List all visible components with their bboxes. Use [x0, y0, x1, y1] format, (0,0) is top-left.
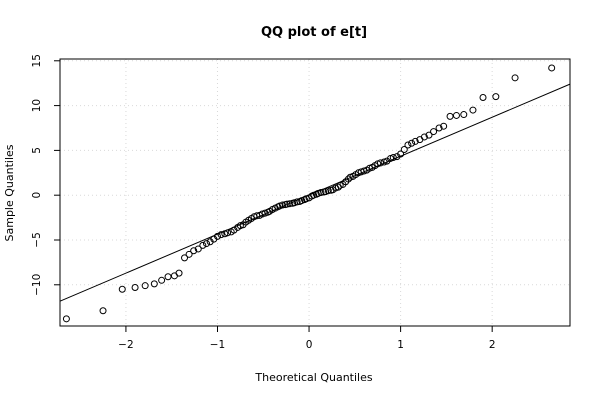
data-point	[202, 240, 210, 248]
data-point	[164, 273, 172, 281]
data-point	[131, 283, 139, 291]
data-point	[400, 145, 408, 153]
data-point	[324, 187, 332, 195]
y-tick-label: 15	[31, 54, 43, 67]
data-point	[430, 128, 438, 136]
data-point	[217, 231, 225, 239]
data-point	[185, 250, 193, 258]
data-point	[190, 247, 198, 255]
data-point	[99, 307, 107, 315]
data-point	[376, 159, 384, 167]
x-tick-label: −1	[210, 339, 225, 351]
data-point	[548, 64, 556, 72]
data-point	[181, 254, 189, 262]
data-point	[511, 74, 519, 82]
x-axis: −2 −1 0 1 2	[118, 326, 496, 351]
plot-frame	[59, 58, 571, 327]
data-point	[460, 111, 468, 119]
data-point	[408, 139, 416, 147]
grid	[60, 59, 570, 326]
data-point	[213, 232, 221, 240]
data-point	[469, 106, 477, 114]
x-tick-label: 1	[397, 339, 404, 351]
data-points	[62, 64, 556, 323]
data-point	[411, 137, 419, 145]
data-point	[194, 245, 202, 253]
data-point	[397, 150, 405, 158]
data-point	[158, 276, 166, 284]
data-point	[199, 241, 207, 249]
x-tick-label: −2	[118, 339, 133, 351]
data-point	[224, 229, 232, 237]
data-point	[150, 280, 158, 288]
data-point	[278, 201, 286, 209]
data-point	[389, 154, 397, 162]
data-point	[446, 112, 454, 120]
data-point	[479, 94, 487, 102]
data-point	[440, 122, 448, 130]
data-point	[141, 282, 149, 290]
y-axis: −10 −5 0 5 10 15	[31, 54, 60, 296]
data-point	[317, 189, 325, 196]
data-point	[118, 285, 126, 293]
data-point	[62, 315, 70, 323]
data-point	[420, 133, 428, 141]
x-axis-label: Theoretical Quantiles	[254, 371, 372, 384]
chart-title: QQ plot of e[t]	[261, 25, 367, 40]
data-point	[435, 124, 443, 132]
data-point	[293, 198, 301, 206]
data-point	[175, 269, 183, 277]
y-tick-label: −10	[31, 274, 43, 296]
data-point	[452, 111, 460, 119]
y-tick-label: −5	[31, 232, 43, 247]
y-tick-label: 0	[31, 192, 43, 199]
data-point	[492, 93, 500, 101]
y-tick-label: 5	[31, 147, 43, 154]
data-point	[286, 200, 294, 208]
data-point	[425, 131, 433, 139]
y-axis-label: Sample Quantiles	[3, 144, 16, 241]
x-tick-label: 0	[306, 339, 313, 351]
data-point	[404, 141, 412, 149]
y-tick-label: 10	[31, 99, 43, 112]
x-tick-label: 2	[489, 339, 496, 351]
